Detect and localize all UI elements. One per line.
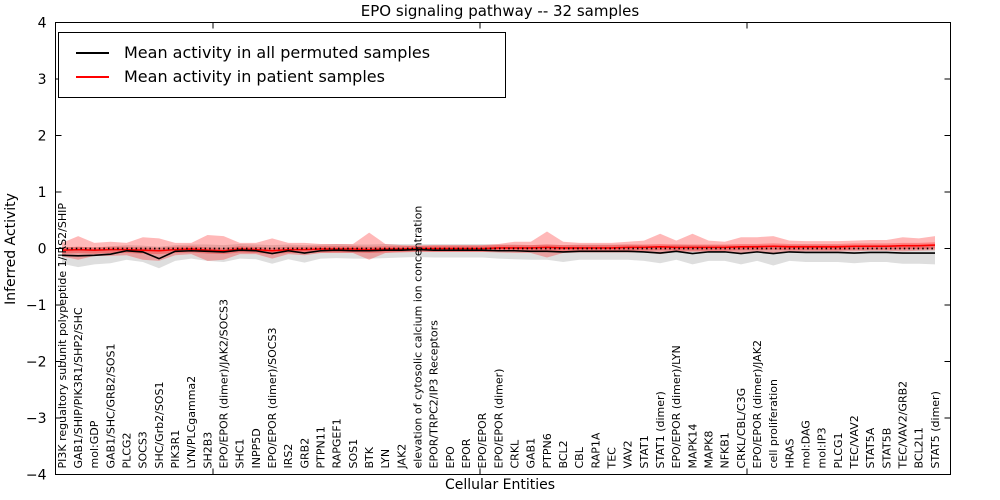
x-category-label: EPO [444, 446, 457, 469]
x-category-label: BTK [363, 446, 376, 468]
legend-label-patient: Mean activity in patient samples [124, 67, 385, 86]
y-tick-label: 1 [38, 185, 47, 201]
x-category-label: EPO/EPOR [476, 412, 489, 468]
x-category-label: GAB1 [525, 438, 538, 469]
x-category-label: CRKL/CBL/C3G [735, 388, 748, 469]
x-category-label: GRB2 [298, 438, 311, 469]
x-category-label: PTPN11 [315, 426, 328, 468]
x-category-label: EPO/EPOR (dimer) [492, 369, 505, 469]
x-category-label: STAT5A [864, 427, 877, 468]
x-category-label: SH2B3 [201, 432, 214, 469]
legend: Mean activity in all permuted samples Me… [58, 32, 506, 98]
patient-std-band [62, 231, 935, 261]
x-category-label: STAT5B [880, 428, 893, 469]
x-category-label: IRS2 [282, 444, 295, 469]
x-category-label: MAPK8 [703, 431, 716, 469]
x-category-label: HRAS [783, 439, 796, 469]
x-category-label: GAB1/SHIP/PIK3R1/SHP2/SHC [72, 307, 85, 468]
x-category-label: SOS1 [347, 439, 360, 469]
x-category-label: CBL [573, 446, 586, 468]
x-category-label: EPO/EPOR (dimer)/LYN [670, 345, 683, 468]
x-category-label: PLCG2 [121, 433, 134, 469]
x-category-label: LYN/PLCgamma2 [185, 376, 198, 469]
y-tick-label: −3 [26, 411, 47, 427]
y-tick-label: 2 [38, 129, 47, 145]
x-category-label: SOCS3 [137, 431, 150, 468]
x-category-label: SHC/Grb2/SOS1 [153, 382, 166, 469]
y-tick-label: −2 [26, 355, 47, 371]
x-category-label: EPOR/TRPC2/IP3 Receptors [428, 320, 441, 469]
x-category-label: TEC [606, 447, 619, 470]
x-category-label: PI3K regualtory subunit polypeptide 1/IR… [56, 203, 69, 469]
x-category-label: PTPN6 [541, 433, 554, 468]
permuted-line-swatch [76, 52, 109, 54]
x-category-label: PLCG1 [832, 433, 845, 469]
legend-label-permuted: Mean activity in all permuted samples [124, 43, 431, 62]
y-axis-label: Inferred Activity [3, 193, 19, 305]
x-category-label: NFKB1 [719, 432, 732, 468]
x-category-label: TEC/VAV2 [848, 415, 861, 469]
x-category-label: mol:GDP [88, 420, 101, 468]
permuted-mean-line [61, 248, 935, 260]
legend-item-permuted: Mean activity in all permuted samples [76, 45, 505, 61]
x-category-label: TEC/VAV2/GRB2 [897, 381, 910, 470]
y-tick-label: 0 [38, 242, 47, 258]
x-category-label: PIK3R1 [169, 430, 182, 469]
x-category-label: SHC1 [234, 439, 247, 469]
x-category-label: elevation of cytosolic calcium ion conce… [412, 206, 425, 469]
y-tick-label: 3 [38, 72, 47, 88]
x-category-label: STAT5 (dimer) [929, 391, 942, 468]
x-category-label: JAK2 [395, 444, 408, 470]
x-category-label: EPO/EPOR (dimer)/JAK2/SOCS3 [218, 299, 231, 468]
x-category-label: EPOR [460, 438, 473, 468]
x-category-label: STAT1 [638, 435, 651, 468]
patient-mean-line [61, 244, 936, 252]
x-category-label: RAP1A [589, 432, 602, 468]
x-category-label: MAPK14 [686, 424, 699, 469]
x-category-label: VAV2 [622, 440, 635, 468]
x-category-label: BCL2 [557, 440, 570, 468]
x-category-label: cell proliferation [767, 379, 780, 469]
x-axis-label: Cellular Entities [444, 477, 556, 493]
x-category-label: BCL2L1 [913, 427, 926, 468]
y-tick-label: −4 [26, 468, 47, 484]
x-category-label: INPP5D [250, 428, 263, 468]
patient-line-swatch [76, 76, 109, 78]
x-category-label: EPO/EPOR (dimer)/JAK2 [751, 340, 764, 468]
x-category-label: RAPGEF1 [331, 418, 344, 468]
chart-title: EPO signaling pathway -- 32 samples [360, 2, 640, 20]
x-category-label: STAT1 (dimer) [654, 391, 667, 468]
x-category-label: GAB1/SHC/GRB2/SOS1 [104, 344, 117, 469]
y-tick-label: −1 [26, 298, 47, 314]
y-tick-label: 4 [38, 16, 47, 32]
x-category-label: EPO/EPOR (dimer)/SOCS3 [266, 328, 279, 469]
legend-item-patient: Mean activity in patient samples [76, 69, 505, 85]
x-category-label: LYN [379, 449, 392, 469]
x-category-label: CRKL [509, 439, 522, 469]
x-category-label: mol:DAG [800, 420, 813, 468]
x-category-label: mol:IP3 [816, 427, 829, 468]
